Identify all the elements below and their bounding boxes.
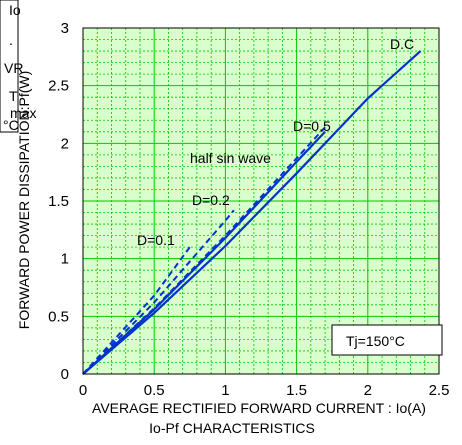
y-axis-title: FORWARD POWER DISSIPATION:Pf(W) xyxy=(16,71,32,329)
legend-fragment-max: max xyxy=(10,105,36,121)
x-tick-labels: 0 0.5 1 1.5 2 2.5 xyxy=(79,382,450,399)
legend-fragment-t: T xyxy=(9,88,18,104)
y-tick-label: 1 xyxy=(61,251,69,268)
x-tick-label: 0 xyxy=(79,382,87,399)
label-d-0-2: D=0.2 xyxy=(192,192,230,208)
y-tick-labels: 0 0.5 1 1.5 2 2.5 3 xyxy=(48,20,69,383)
label-d-0-5: D=0.5 xyxy=(293,118,331,134)
x-tick-label: 0.5 xyxy=(144,382,165,399)
chart-caption: Io-Pf CHARACTERISTICS xyxy=(149,420,315,436)
condition-box: Tj=150°C xyxy=(331,324,443,356)
series-line-0 xyxy=(82,50,422,375)
series-line-4 xyxy=(82,246,191,375)
legend-fragment-dot: . xyxy=(9,32,13,48)
label-half-sin-wave: half sin wave xyxy=(190,150,271,166)
cropped-legend-box: Io . VR T max °C xyxy=(0,0,36,133)
y-tick-label: 1.5 xyxy=(48,193,69,210)
y-tick-label: 2.5 xyxy=(48,78,69,95)
legend-fragment-vr: VR xyxy=(4,60,23,76)
legend-fragment-io: Io xyxy=(9,2,21,18)
label-d-0-1: D=0.1 xyxy=(137,232,175,248)
y-tick-label: 0 xyxy=(61,366,69,383)
label-dc: D.C xyxy=(390,36,414,52)
x-tick-label: 2.5 xyxy=(429,382,450,399)
series-line-2 xyxy=(82,126,326,375)
x-tick-label: 1 xyxy=(221,382,229,399)
y-tick-label: 3 xyxy=(61,20,69,37)
condition-label: Tj=150°C xyxy=(346,333,405,349)
series-line-3 xyxy=(82,209,235,375)
x-tick-label: 2 xyxy=(364,382,372,399)
x-axis-title: AVERAGE RECTIFIED FORWARD CURRENT : Io(A… xyxy=(92,400,426,416)
series-layer xyxy=(82,50,422,375)
y-tick-label: 2 xyxy=(61,135,69,152)
legend-fragment-degc: °C xyxy=(3,117,19,133)
plot-frame xyxy=(82,27,440,375)
y-tick-label: 0.5 xyxy=(48,308,69,325)
x-tick-label: 1.5 xyxy=(286,382,307,399)
